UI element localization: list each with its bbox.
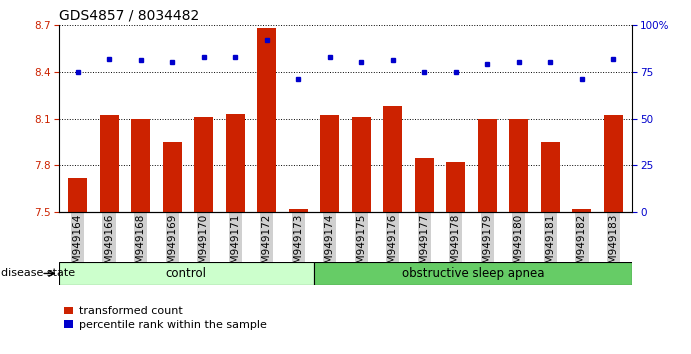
Bar: [509, 119, 529, 212]
Bar: [321, 115, 339, 212]
Bar: [314, 262, 632, 285]
Bar: [415, 158, 434, 212]
Text: GDS4857 / 8034482: GDS4857 / 8034482: [59, 8, 199, 22]
Bar: [541, 142, 560, 212]
Bar: [257, 28, 276, 212]
Text: obstructive sleep apnea: obstructive sleep apnea: [401, 267, 545, 280]
Bar: [59, 262, 314, 285]
Bar: [226, 114, 245, 212]
Bar: [100, 115, 119, 212]
Text: control: control: [166, 267, 207, 280]
Bar: [68, 178, 87, 212]
Bar: [384, 106, 402, 212]
Text: disease state: disease state: [1, 268, 75, 279]
Bar: [131, 119, 150, 212]
Bar: [162, 142, 182, 212]
Bar: [352, 117, 370, 212]
Legend: transformed count, percentile rank within the sample: transformed count, percentile rank withi…: [64, 307, 267, 330]
Bar: [446, 162, 465, 212]
Bar: [572, 209, 591, 212]
Bar: [194, 117, 213, 212]
Bar: [478, 119, 497, 212]
Bar: [289, 209, 307, 212]
Bar: [604, 115, 623, 212]
